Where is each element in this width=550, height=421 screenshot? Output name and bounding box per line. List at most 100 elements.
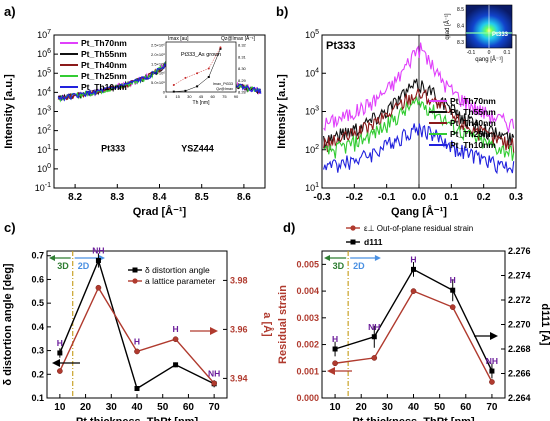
x-tick-label-d: 70 [486,402,498,413]
panel-b-chart: b) 101 102 103 104 105 -0.3 -0.2 -0.1 0.0 0.1 0.2 0.… [276,4,523,218]
marker-circle-c [211,380,217,387]
marker-circle-c [95,284,102,291]
x-tick-label-c: 60 [183,402,195,413]
x-tick-label-b: -0.2 [346,192,364,203]
x-tick-label-d: 60 [460,402,472,413]
series-line-b [323,123,515,175]
y-tick-label-b: 103 [305,106,319,117]
x-tick-label-b: 0.2 [477,192,491,203]
inset-xlabel-a: Th [nm] [193,100,211,106]
series-line-b [323,88,515,153]
annotation-ysz444: YSZ444 [181,144,214,154]
x-tick-label-a: 8.2 [68,192,82,203]
y-tick-label-right-d: 2.268 [508,344,531,354]
region-label-3d-d: 3D [333,261,345,271]
marker-circle-d [410,288,417,294]
y-tick-label-right-c: 3.96 [230,324,248,334]
marker-square-d [489,368,495,374]
y-tick-label-left-d: 0.005 [296,259,319,269]
y-tick-label-left-c: 0.1 [31,393,44,403]
x-tick-label-c: 50 [157,402,169,413]
inset-ytick-left-a: 5.0×10⁵ [151,80,165,85]
inset-line-qz [173,47,221,86]
inset-xtick-a: 90 [234,94,239,99]
point-label-c: H [134,336,140,346]
y-tick-label-b: 102 [305,144,319,155]
panel-c-chart: c) 0.1 0.2 0.3 0.4 0.5 0.6 0.7 3.94 3.96 3.98 10 20 3… [2,220,274,421]
x-tick-label-c: 10 [54,402,66,413]
legend-label-a: Pt_Th25nm [81,71,127,81]
y-tick-label-b: 104 [305,67,319,78]
panel-label-a: a) [4,4,16,19]
x-tick-label-d: 40 [408,402,420,413]
point-label-c: NH [208,368,220,378]
point-label-d: H [410,254,416,264]
x-tick-label-d: 50 [434,402,446,413]
point-label-c: NH [92,245,104,255]
inset-ylabel-b: qrad [Å⁻¹] [444,13,451,40]
region-label-3d-c: 3D [57,261,69,271]
annotation-pt333: Pt333 [101,144,125,154]
x-axis-label-a: Qrad [Å⁻¹] [133,205,187,218]
inset-xlabel-b: qang [Å⁻¹] [475,56,503,63]
marker-circle-c [172,336,179,343]
inset-ytick-right-a: 8.30 [238,66,247,71]
legend-label-a: Pt_Th70nm [81,38,127,48]
region-label-2d-d: 2D [353,261,365,271]
x-axis-label-d: Pt thickness, ThPt [nm] [352,416,475,421]
marker-square-c [173,362,179,368]
inset-ytick-left-a: 2.0×10⁶ [151,52,165,57]
panel-d-chart: d) 0.000 0.001 0.002 0.003 0.004 0.005 2.264 2.2… [277,220,550,421]
y-tick-label-left-c: 0.2 [31,369,44,379]
marker-circle-d [489,379,495,385]
y-tick-label-a: 101 [37,144,51,155]
y-tick-label-right-c: 3.94 [230,373,248,383]
inset-frame-a [165,41,237,93]
inset-xtick-a: 45 [199,94,204,99]
series-line-d [334,268,493,372]
marker-square-d [371,334,377,340]
x-tick-label-b: -0.1 [378,192,396,203]
inset-label-b: Pt333 [492,32,509,38]
marker-circle-c [134,348,140,355]
y-tick-label-left-d: 0.003 [296,313,319,323]
legend-label-b: Pt_Th70nm [450,96,496,106]
panel-label-c: c) [4,220,16,235]
point-label-c: H [173,324,179,334]
point-label-d: H [450,275,456,285]
marker-square-c [134,386,140,392]
legend-label-b: Pt_Th55nm [450,107,496,117]
legend-label-c: a lattice parameter [145,276,216,286]
marker-square-d [332,346,338,352]
inset-ytick-left-a: 2.5×10⁶ [151,43,165,48]
legend-label-d: ε⊥ Out-of-plane residual strain [364,224,473,233]
panel-a-chart: a) 10-1 100 101 102 103 104 105 106 107 8.2 8.3 8.4 8… [3,4,266,218]
y-tick-label-a: 102 [37,125,51,136]
x-tick-label-a: 8.5 [195,192,209,203]
inset-xtick-a: 75 [222,94,227,99]
inset-ytick-right-a: 8.28 [238,90,247,95]
marker-circle-c [57,368,63,374]
legend-marker-c [132,267,138,273]
inset-xtick-a: 30 [187,94,192,99]
series-line-d [334,290,493,383]
y-tick-label-right-d: 2.264 [508,393,531,403]
x-tick-label-c: 30 [106,402,118,413]
marker-circle-d [332,360,338,367]
y-axis-label-left-c: δ distortion angle [deg] [2,263,14,386]
inset-ytick-left-a: 1.5×10⁶ [151,61,165,66]
x-tick-label-c: 70 [209,402,221,413]
y-tick-label-left-c: 0.5 [31,298,44,308]
x-tick-label-c: 40 [131,402,143,413]
legend-label-c: δ distortion angle [145,265,210,275]
inset-xtick-a: 60 [210,94,215,99]
marker-square-d [411,266,416,272]
axis-arrowhead-left-c [52,359,60,367]
inset-ytick-b: 8.4 [457,24,464,30]
y-tick-label-left-d: 0.001 [296,366,319,376]
y-axis-label-a: Intensity [a.u.] [3,74,15,149]
y-axis-label-right-c: a [Å] [261,312,274,337]
y-tick-label-left-d: 0.000 [296,393,319,403]
inset-xtick-a: 15 [175,94,180,99]
region-arrowhead-2d-d [374,255,381,261]
